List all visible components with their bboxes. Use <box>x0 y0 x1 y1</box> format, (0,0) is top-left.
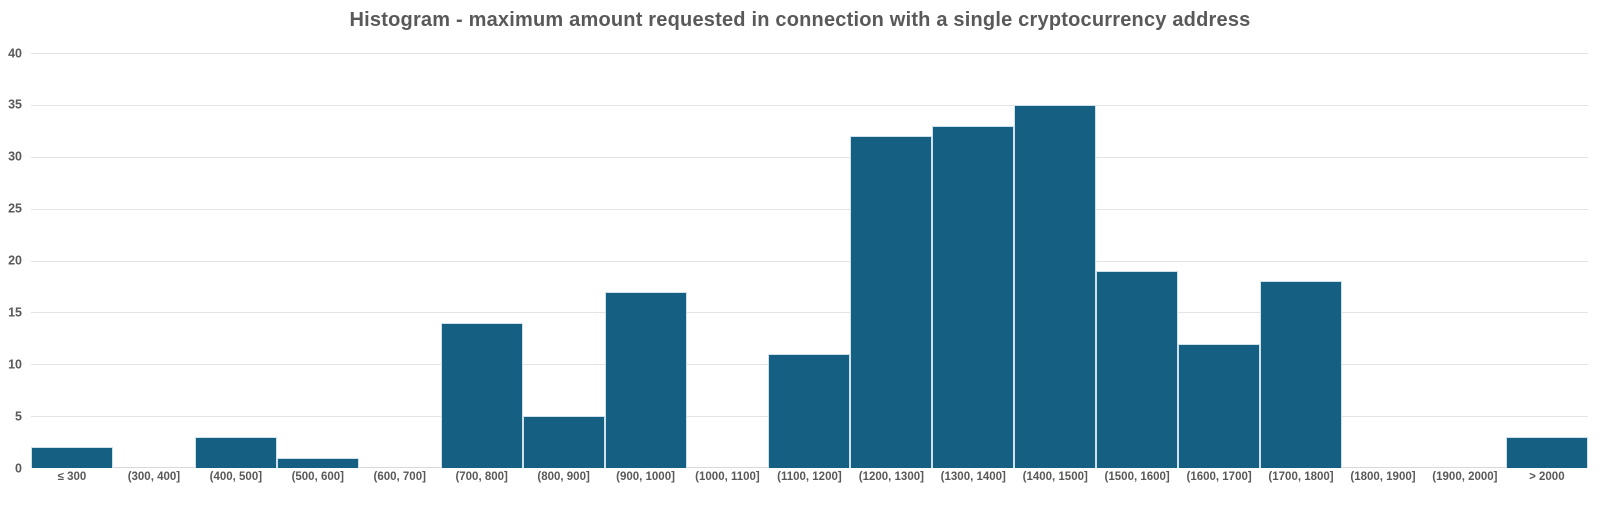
plot-area <box>31 53 1588 468</box>
chart-title: Histogram - maximum amount requested in … <box>349 9 1251 31</box>
x-tick-label: (1900, 2000] <box>1432 471 1498 483</box>
y-tick-label: 30 <box>8 149 22 164</box>
bar-slot <box>604 53 687 468</box>
histogram-bar <box>1178 343 1261 468</box>
bars-container <box>31 53 1588 468</box>
y-tick-label: 0 <box>15 460 22 475</box>
y-tick-label: 5 <box>15 408 22 423</box>
histogram-bar <box>850 136 933 468</box>
x-tick-label: ≤ 300 <box>57 471 87 483</box>
x-tick-label: (1400, 1500] <box>1022 471 1088 483</box>
histogram-bar <box>768 353 851 468</box>
bar-slot <box>1096 53 1179 468</box>
bar-slot <box>850 53 933 468</box>
x-tick-label: (1200, 1300] <box>858 471 924 483</box>
gridline <box>31 260 1588 262</box>
bar-slot <box>1505 53 1588 468</box>
x-tick-label: (900, 1000] <box>616 471 675 483</box>
y-tick-label: 40 <box>8 45 22 60</box>
bar-slot <box>440 53 523 468</box>
histogram-bar <box>1260 281 1342 468</box>
gridline <box>31 53 1588 54</box>
x-tick-label: (400, 500] <box>209 471 263 483</box>
x-tick-label: (1500, 1600] <box>1104 471 1170 483</box>
bar-slot <box>1014 53 1097 468</box>
y-tick-label: 20 <box>8 253 22 268</box>
bar-slot <box>31 53 113 468</box>
bar-slot <box>687 53 769 468</box>
x-tick-label: (800, 900] <box>537 471 590 483</box>
histogram-bar <box>1096 270 1179 468</box>
gridline <box>31 312 1588 314</box>
bar-slot <box>194 53 277 468</box>
x-tick-label: (1100, 1200] <box>777 471 842 483</box>
y-tick-label: 35 <box>8 97 22 112</box>
histogram-bar <box>932 125 1015 468</box>
x-tick-label: (300, 400] <box>127 471 181 483</box>
histogram-bar <box>194 436 277 468</box>
bar-slot <box>276 53 359 468</box>
gridline <box>31 208 1588 210</box>
x-tick-label: (1600, 1700] <box>1186 471 1252 483</box>
x-tick-label: (1300, 1400] <box>940 471 1006 483</box>
x-tick-label: (700, 800] <box>455 471 508 483</box>
bar-slot <box>1424 53 1506 468</box>
x-tick-label: (1800, 1900] <box>1350 471 1416 483</box>
y-axis: 0 5 10 15 20 25 30 35 40 <box>0 47 26 474</box>
histogram-bar <box>31 447 113 468</box>
histogram-bar <box>1014 104 1097 468</box>
gridline <box>31 156 1588 158</box>
y-tick-label: 25 <box>8 201 22 216</box>
histogram-bar <box>1505 436 1588 468</box>
x-tick-label: (600, 700] <box>373 471 426 483</box>
bar-slot <box>1342 53 1424 468</box>
gridline <box>31 104 1588 106</box>
histogram-bar <box>440 322 523 468</box>
bar-slot <box>1260 53 1342 468</box>
histogram-bar <box>604 291 687 468</box>
x-tick-label: (500, 600] <box>291 471 344 483</box>
y-tick-label: 15 <box>8 305 22 320</box>
bar-slot <box>1178 53 1261 468</box>
bar-slot <box>359 53 441 468</box>
bar-slot <box>932 53 1015 468</box>
bar-slot <box>522 53 605 468</box>
bar-slot <box>768 53 851 468</box>
x-axis: ≤ 300 (300, 400] (400, 500] (500, 600] (600,… <box>31 471 1588 483</box>
bar-slot <box>113 53 195 468</box>
y-tick-label: 10 <box>8 357 22 371</box>
histogram-bar <box>522 416 605 468</box>
x-tick-label: (1000, 1100] <box>695 471 760 483</box>
histogram-bar <box>276 457 359 468</box>
x-tick-label: (1700, 1800] <box>1268 471 1334 483</box>
x-tick-label: > 2000 <box>1529 471 1565 483</box>
